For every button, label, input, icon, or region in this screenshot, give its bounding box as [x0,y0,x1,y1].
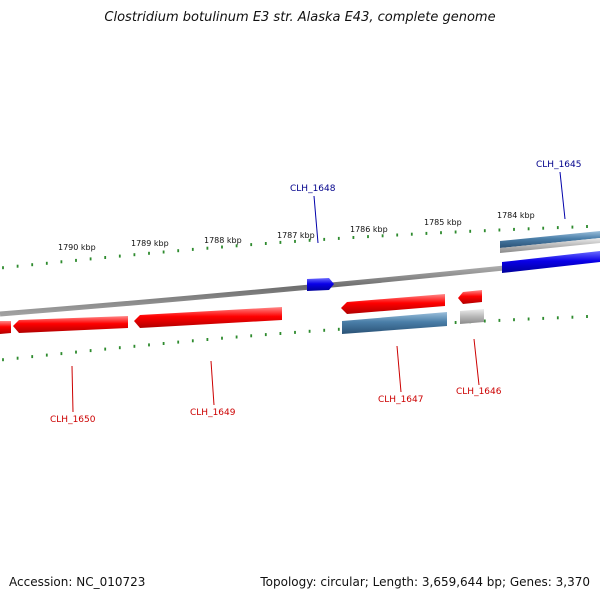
gene-label-clh-1649[interactable]: CLH_1649 [190,408,236,418]
gene-label-clh-1647[interactable]: CLH_1647 [378,395,423,405]
accession-text: Accession: NC_010723 [9,575,146,589]
gene-forward-blue-arrow[interactable] [502,251,600,273]
gene-label-clh-1645[interactable]: CLH_1645 [536,160,581,170]
scale-label-1790: 1790 kbp [58,243,96,252]
leader-clh-1646 [473,338,480,386]
gene-label-clh-1648[interactable]: CLH_1648 [290,184,336,194]
gene-label-clh-1650[interactable]: CLH_1650 [50,415,96,425]
scale-ticks-upper [2,225,588,270]
leader-clh-1645 [559,171,566,220]
scale-label-1785: 1785 kbp [424,218,462,227]
leader-clh-1648 [313,195,319,244]
leader-clh-1650 [71,365,74,413]
scale-label-1784: 1784 kbp [497,211,535,220]
scale-label-1788: 1788 kbp [204,236,242,245]
scale-label-1789: 1789 kbp [131,239,169,248]
gene-clh-1647-steel-feature [342,312,447,334]
leader-clh-1647 [396,345,402,393]
gene-clh-1645-grey-feature [500,238,600,253]
genome-summary-text: Topology: circular; Length: 3,659,644 bp… [260,575,590,589]
gene-clh-1650-arrow[interactable] [13,316,128,333]
gene-clh-1646-arrow[interactable] [458,290,482,304]
scale-label-1787: 1787 kbp [277,231,315,240]
gene-clh-1648-arrow[interactable] [307,278,334,291]
genome-title: Clostridium botulinum E3 str. Alaska E43… [104,10,496,25]
gene-clh-1645-arrow[interactable] [500,231,600,248]
gene-clh-1646-grey-feature [460,309,484,324]
leader-clh-1649 [210,360,215,406]
gene-clh-1649-arrow[interactable] [134,307,282,328]
scale-label-1786: 1786 kbp [350,225,388,234]
gene-clh-1647-arrow[interactable] [341,294,445,314]
gene-label-clh-1646[interactable]: CLH_1646 [456,387,502,397]
gene-clh-1650-partial-arrow[interactable] [0,321,11,334]
